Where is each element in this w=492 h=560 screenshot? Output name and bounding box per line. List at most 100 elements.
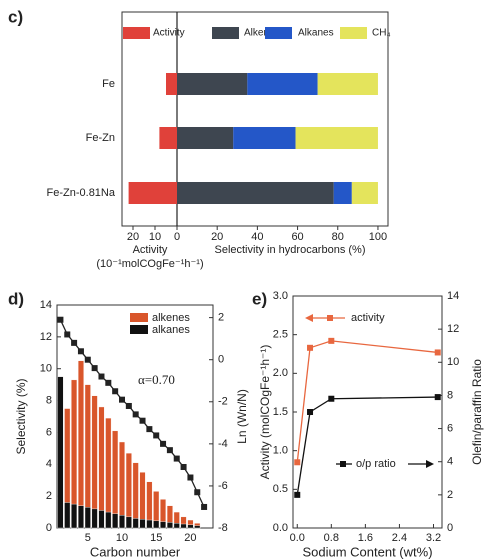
legend-label: CH₄ (372, 28, 391, 39)
legend-label: o/p ratio (356, 458, 396, 470)
bar-segment (177, 182, 334, 204)
y2-tick-label: 6 (447, 422, 453, 434)
bar (84, 507, 91, 529)
legend-label: alkanes (152, 324, 190, 336)
bar (187, 524, 194, 529)
y-axis-label: Activity (molCOgFe⁻¹h⁻¹) (258, 345, 272, 480)
category-label: Fe (102, 78, 115, 90)
marker (166, 447, 173, 454)
y2-tick-label: 10 (447, 356, 459, 368)
bar (77, 505, 84, 529)
marker (91, 365, 98, 372)
panel-label: e) (252, 289, 267, 308)
marker (194, 489, 201, 496)
y-tick-label: 2 (46, 490, 52, 502)
panel-label: c) (8, 7, 23, 26)
y2-tick-label: 2 (447, 489, 453, 501)
y-tick-label: 1.0 (273, 445, 288, 457)
marker (180, 463, 187, 470)
y2-tick-label: -2 (218, 396, 228, 408)
bar (91, 395, 98, 529)
panel-label: d) (8, 289, 24, 308)
annotation: α=0.70 (138, 372, 175, 387)
marker (77, 348, 84, 355)
y2-axis-label: Ln (Wn/N) (235, 389, 249, 444)
x-tick-label: 20 (184, 532, 196, 544)
y2-tick-label: 4 (447, 456, 453, 468)
y2-tick-label: 12 (447, 323, 459, 335)
marker (71, 339, 78, 346)
bar-segment (177, 73, 248, 95)
y-tick-label: 10 (40, 363, 52, 375)
marker (153, 432, 160, 439)
y2-axis-label: Olefin/paraffin Ratio (470, 359, 484, 465)
bar-segment (247, 73, 318, 95)
marker (328, 395, 335, 402)
legend-label: activity (351, 312, 385, 324)
bar (180, 523, 187, 529)
legend-arrow (305, 314, 313, 322)
x-tick-label: 3.2 (426, 532, 441, 544)
bar (91, 508, 98, 529)
bar (139, 519, 146, 529)
x-tick-label: 60 (291, 231, 303, 243)
bar-segment (177, 127, 234, 149)
legend-marker (327, 315, 333, 321)
series-line (296, 396, 438, 495)
bar (160, 521, 167, 529)
marker (105, 379, 112, 386)
x2-axis-label: (10⁻¹molCOgFe⁻¹h⁻¹) (96, 258, 203, 270)
legend-label: alkenes (152, 312, 190, 324)
series-line (59, 319, 205, 508)
marker (307, 344, 314, 351)
bar-segment (159, 127, 177, 149)
bar (166, 522, 173, 529)
y-axis-label: Selectivity (%) (14, 378, 28, 454)
legend-marker (340, 461, 346, 467)
legend-arrow (426, 460, 434, 468)
bar-segment (166, 73, 177, 95)
x-tick-label: 15 (150, 532, 162, 544)
marker (434, 394, 441, 401)
marker (201, 503, 208, 510)
bar (194, 525, 201, 529)
legend-label: Alkenes (244, 28, 280, 39)
y-tick-label: 0.5 (273, 483, 288, 495)
x-tick-label: 1.6 (358, 532, 373, 544)
marker (84, 356, 91, 363)
bar-segment (333, 182, 352, 204)
marker (187, 474, 194, 481)
bar (105, 417, 112, 529)
marker (125, 402, 132, 409)
y-tick-label: 1.5 (273, 406, 288, 418)
marker (112, 388, 119, 395)
bar (132, 518, 139, 529)
series-line (296, 340, 438, 463)
marker (307, 409, 314, 415)
marker (294, 459, 301, 466)
y-tick-label: 3.0 (273, 290, 288, 302)
bar (57, 376, 64, 529)
bar (173, 523, 180, 529)
y-tick-label: 0.0 (273, 522, 288, 534)
x-axis-label: Sodium Content (wt%) (302, 544, 432, 559)
marker (98, 373, 105, 380)
x2-tick-label: 10 (149, 231, 161, 243)
bar-segment (351, 182, 378, 204)
marker (64, 331, 71, 338)
bar (146, 519, 153, 529)
bar (132, 462, 139, 529)
y2-tick-label: 0 (447, 522, 453, 534)
bar (84, 384, 91, 529)
x-axis-label: Carbon number (90, 544, 181, 559)
bar (105, 511, 112, 529)
legend-swatch (123, 27, 150, 39)
marker (328, 337, 335, 344)
y-tick-label: 14 (40, 299, 52, 311)
bar (112, 513, 119, 529)
y2-tick-label: 8 (447, 389, 453, 401)
bar (118, 515, 125, 529)
legend-swatch (130, 325, 148, 334)
bar (71, 503, 78, 529)
marker (57, 316, 64, 323)
